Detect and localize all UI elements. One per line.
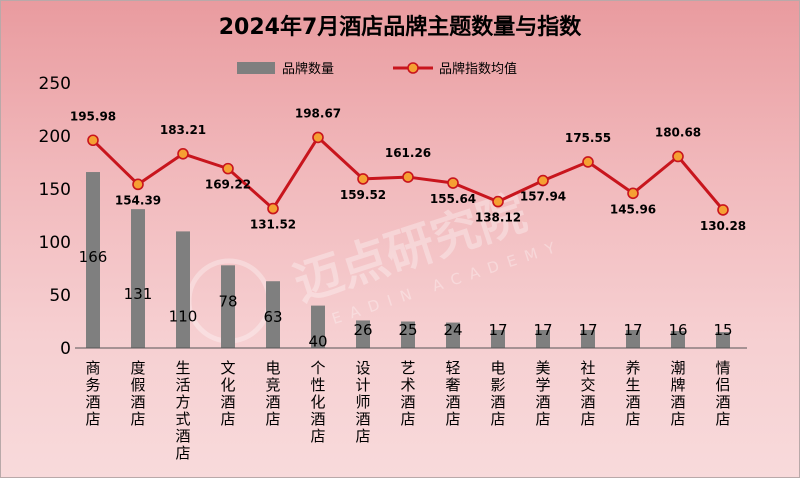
y-tick-label: 100: [39, 233, 71, 253]
bar-value-label: 40: [308, 333, 327, 351]
bar-value-label: 25: [398, 321, 417, 339]
index-value-label: 175.55: [565, 131, 611, 145]
bar-11: [536, 329, 550, 348]
bar-15: [716, 332, 730, 348]
bar-10: [491, 329, 505, 348]
x-tick-label: 度假酒店: [130, 359, 145, 428]
bar-value-label: 17: [533, 321, 552, 339]
legend: 品牌数量 品牌指数均值: [237, 61, 517, 77]
index-point-13: [627, 187, 639, 200]
bar-value-label: 15: [713, 321, 732, 339]
y-tick-label: 200: [39, 127, 71, 147]
index-point-15: [717, 204, 729, 216]
x-axis: 商务酒店 度假酒店 生活方式酒店 文化酒店 电竞酒店 个性化酒店 设计师酒店 艺术酒店 轻奢酒店…: [75, 347, 747, 462]
index-value-label: 145.96: [610, 202, 656, 216]
index-point-1: [87, 134, 99, 147]
x-tick-label: 设计师酒店: [355, 359, 370, 445]
index-point-14: [672, 150, 684, 163]
bar-14: [671, 331, 685, 348]
index-value-label: 195.98: [70, 109, 116, 123]
x-tick-label: 潮牌酒店: [670, 359, 685, 428]
index-value-label: 180.68: [655, 125, 701, 139]
x-tick-label: 养生酒店: [625, 359, 640, 428]
y-tick-label: 50: [49, 286, 71, 306]
bar-9: [446, 322, 460, 348]
bar-8: [401, 321, 415, 348]
index-value-label: 154.39: [115, 193, 161, 207]
index-point-5: [267, 202, 279, 215]
index-value-label: 138.12: [475, 211, 521, 225]
x-tick-label: 电影酒店: [490, 359, 505, 428]
x-tick-label: 艺术酒店: [400, 359, 415, 428]
bar-value-label: 17: [623, 321, 642, 339]
bar-5: [266, 281, 280, 348]
x-tick-label: 情侣酒店: [715, 359, 730, 428]
bar-value-label: 16: [668, 321, 687, 339]
index-point-3: [177, 147, 189, 160]
x-tick-label: 商务酒店: [85, 359, 100, 428]
x-tick-label: 生活方式酒店: [175, 359, 190, 462]
bar-value-label: 78: [218, 292, 237, 310]
bar-12: [581, 329, 595, 348]
y-axis: 0 50 100 150 200 250: [39, 74, 71, 359]
bar-value-label: 166: [79, 248, 108, 266]
bar-value-label: 63: [263, 308, 282, 326]
x-tick-label: 文化酒店: [220, 359, 235, 428]
bar-value-label: 26: [353, 321, 372, 339]
bars: [86, 172, 730, 348]
x-tick-label: 个性化酒店: [310, 359, 325, 445]
bar-value-label: 17: [488, 321, 507, 339]
line-series: [87, 131, 729, 216]
index-value-label: 157.94: [520, 190, 566, 204]
index-point-7: [357, 173, 369, 185]
point-labels: 195.98 154.39 183.21 169.22 131.52 198.67 159.…: [70, 106, 746, 232]
bar-3: [176, 231, 190, 348]
legend-bar-swatch: [237, 62, 275, 74]
chart-title: 2024年7月酒店品牌主题数量与指数: [219, 14, 583, 40]
x-tick-label: 电竞酒店: [265, 359, 280, 428]
legend-line-label: 品牌指数均值: [439, 61, 517, 77]
index-point-4: [222, 162, 234, 175]
bar-value-label: 24: [443, 321, 462, 339]
watermark: 迈点研究院 MEADIN ACADEMY: [186, 185, 566, 344]
bar-2: [131, 209, 145, 348]
x-tick-label: 美学酒店: [535, 359, 550, 428]
index-point-10: [492, 195, 504, 208]
index-value-label: 155.64: [430, 192, 476, 206]
y-tick-label: 250: [39, 74, 71, 94]
index-value-label: 169.22: [205, 178, 251, 192]
bar-value-label: 17: [578, 321, 597, 339]
y-tick-label: 0: [60, 339, 71, 359]
index-value-label: 131.52: [250, 218, 296, 232]
x-tick-label: 社交酒店: [580, 359, 595, 428]
bar-value-label: 131: [124, 285, 153, 303]
y-tick-label: 150: [39, 180, 71, 200]
legend-line-marker: [407, 62, 419, 74]
index-point-8: [402, 171, 414, 183]
bar-1: [86, 172, 100, 348]
x-tick-label: 轻奢酒店: [445, 359, 460, 428]
bar-value-label: 110: [169, 307, 198, 325]
bar-labels: 166 131 110 78 63 40 26 25 24 17 17 17 17 16 15: [79, 248, 733, 351]
index-value-label: 198.67: [295, 106, 341, 120]
index-point-6: [312, 131, 324, 144]
index-value-label: 161.26: [385, 146, 431, 160]
bar-6: [311, 305, 325, 348]
index-value-label: 130.28: [700, 219, 746, 233]
index-point-11: [537, 174, 549, 187]
bar-4: [221, 265, 235, 348]
legend-bar-label: 品牌数量: [282, 61, 334, 77]
index-point-12: [582, 156, 594, 168]
index-point-2: [132, 178, 144, 191]
index-value-label: 159.52: [340, 188, 386, 202]
bar-13: [626, 329, 640, 348]
bar-7: [356, 320, 370, 348]
index-value-label: 183.21: [160, 123, 206, 137]
index-point-9: [447, 177, 459, 189]
